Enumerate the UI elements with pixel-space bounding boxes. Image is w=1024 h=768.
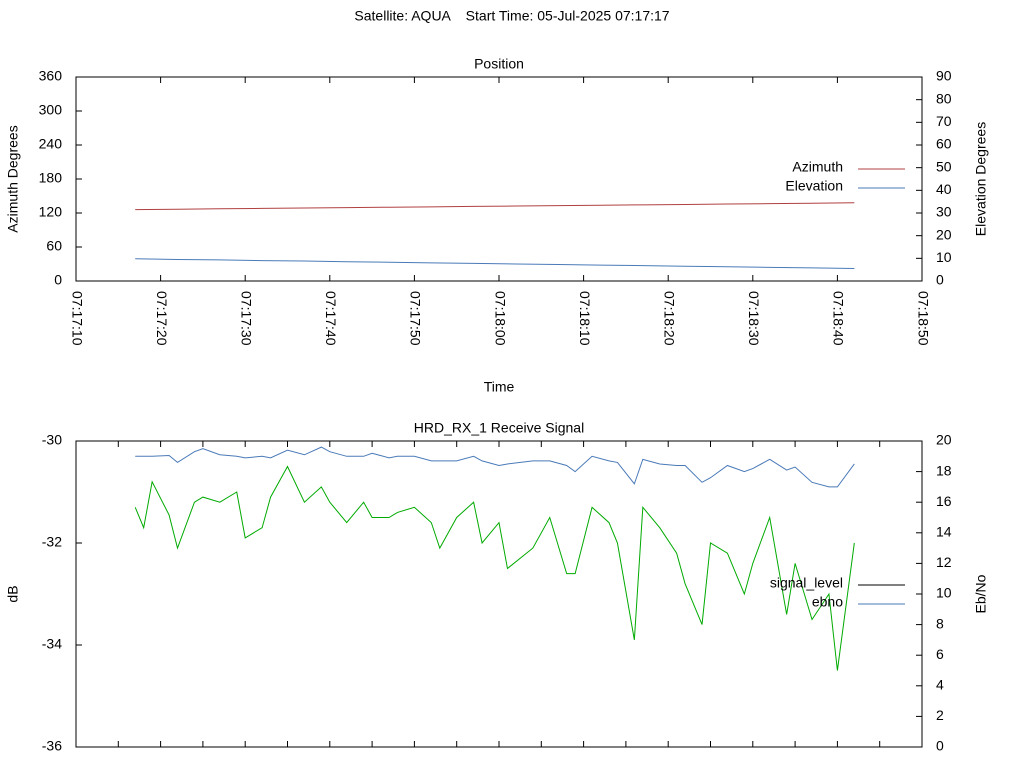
y2-tick-label: 14 — [936, 524, 952, 540]
y-tick-label: 60 — [46, 238, 62, 254]
y-tick-label: 0 — [54, 272, 62, 288]
x-tick-label: 07:17:50 — [408, 291, 424, 346]
y-axis-label: dB — [5, 585, 21, 602]
chart-title: Position — [474, 56, 524, 72]
series-line — [134, 465, 855, 671]
x-tick-label: 07:17:30 — [238, 291, 254, 346]
y2-tick-label: 8 — [936, 615, 944, 631]
x-tick-label: 07:18:10 — [577, 291, 593, 346]
x-tick-label: 07:17:40 — [323, 291, 339, 346]
series-line — [135, 202, 855, 211]
y2-tick-label: 16 — [936, 493, 952, 509]
legend-label: ebno — [812, 594, 843, 610]
y-tick-label: 360 — [39, 68, 63, 84]
y2-tick-label: 90 — [936, 68, 952, 84]
x-axis-label: Time — [484, 379, 515, 395]
series-line — [135, 258, 855, 270]
x-tick-label: 07:18:30 — [746, 291, 762, 346]
y2-axis-label: Eb/No — [973, 574, 989, 613]
series-line — [135, 446, 855, 488]
y-axis-label: Azimuth Degrees — [5, 125, 21, 232]
y2-tick-label: 20 — [936, 432, 952, 448]
plot-frame — [75, 440, 923, 748]
y-tick-label: 180 — [39, 170, 63, 186]
x-tick-label: 07:17:20 — [154, 291, 170, 346]
y2-tick-label: 0 — [936, 738, 944, 754]
y-tick-label: 240 — [39, 136, 63, 152]
legend-label: signal_level — [770, 575, 843, 591]
y2-tick-label: 20 — [936, 226, 952, 242]
y2-tick-label: 80 — [936, 90, 952, 106]
y2-tick-label: 50 — [936, 158, 952, 174]
y-tick-label: -30 — [42, 432, 62, 448]
y-tick-label: -32 — [42, 534, 62, 550]
y2-tick-label: 6 — [936, 646, 944, 662]
y2-tick-label: 18 — [936, 462, 952, 478]
y2-tick-label: 4 — [936, 677, 944, 693]
y2-tick-label: 12 — [936, 554, 952, 570]
y-tick-label: -34 — [42, 636, 62, 652]
y2-tick-label: 2 — [936, 707, 944, 723]
y2-axis-label: Elevation Degrees — [973, 122, 989, 236]
y2-tick-label: 10 — [936, 249, 952, 265]
page-title: Satellite: AQUA Start Time: 05-Jul-2025 … — [354, 8, 669, 24]
y-tick-label: 300 — [39, 102, 63, 118]
x-tick-label: 07:18:20 — [661, 291, 677, 346]
legend-label: Elevation — [785, 178, 843, 194]
x-tick-label: 07:18:50 — [915, 291, 931, 346]
y2-tick-label: 60 — [936, 136, 952, 152]
y2-tick-label: 40 — [936, 181, 952, 197]
legend-label: Azimuth — [792, 159, 843, 175]
chart-title: HRD_RX_1 Receive Signal — [414, 420, 584, 436]
y-tick-label: -36 — [42, 738, 62, 754]
x-tick-label: 07:17:10 — [69, 291, 85, 346]
y2-tick-label: 70 — [936, 113, 952, 129]
y2-tick-label: 10 — [936, 585, 952, 601]
y2-tick-label: 0 — [936, 272, 944, 288]
y-tick-label: 120 — [39, 204, 63, 220]
x-tick-label: 07:18:40 — [831, 291, 847, 346]
y2-tick-label: 30 — [936, 204, 952, 220]
x-tick-label: 07:18:00 — [492, 291, 508, 346]
